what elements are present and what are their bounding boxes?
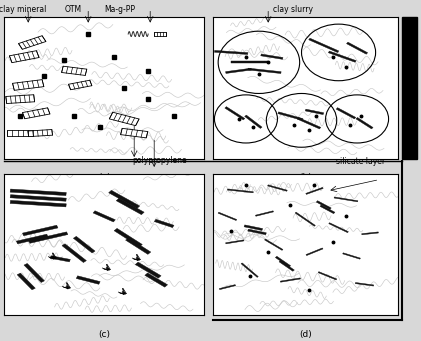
- Polygon shape: [125, 238, 151, 254]
- Polygon shape: [10, 195, 66, 201]
- Polygon shape: [355, 282, 374, 286]
- Polygon shape: [24, 264, 45, 282]
- Polygon shape: [305, 109, 324, 115]
- Polygon shape: [10, 189, 66, 196]
- Text: silicate layer: silicate layer: [336, 158, 385, 166]
- Polygon shape: [261, 54, 283, 59]
- Polygon shape: [62, 244, 86, 263]
- Polygon shape: [19, 36, 46, 49]
- Polygon shape: [278, 112, 303, 120]
- Polygon shape: [9, 51, 39, 63]
- Text: clay slurry: clay slurry: [272, 5, 313, 14]
- Polygon shape: [248, 229, 266, 235]
- Polygon shape: [93, 211, 115, 222]
- Polygon shape: [328, 51, 356, 62]
- Polygon shape: [248, 68, 281, 74]
- Text: (d): (d): [299, 329, 312, 339]
- Polygon shape: [29, 232, 68, 243]
- Polygon shape: [244, 225, 263, 231]
- Polygon shape: [6, 95, 35, 104]
- Polygon shape: [116, 198, 144, 214]
- Polygon shape: [275, 256, 290, 267]
- Text: (c): (c): [98, 329, 110, 339]
- Polygon shape: [241, 263, 258, 277]
- Polygon shape: [268, 185, 287, 191]
- Polygon shape: [320, 205, 335, 214]
- Polygon shape: [109, 190, 140, 208]
- Polygon shape: [336, 108, 356, 119]
- Polygon shape: [50, 256, 70, 262]
- Polygon shape: [280, 278, 301, 282]
- Polygon shape: [22, 108, 50, 119]
- Polygon shape: [309, 38, 339, 53]
- Polygon shape: [334, 197, 358, 202]
- Polygon shape: [13, 80, 44, 90]
- Polygon shape: [17, 273, 35, 290]
- Polygon shape: [231, 61, 268, 63]
- Polygon shape: [343, 253, 360, 259]
- Polygon shape: [28, 130, 53, 137]
- Polygon shape: [306, 248, 323, 255]
- Polygon shape: [362, 232, 378, 235]
- Text: OTM: OTM: [65, 5, 82, 14]
- Polygon shape: [256, 211, 274, 216]
- Text: (a): (a): [98, 173, 110, 182]
- Polygon shape: [279, 261, 294, 271]
- Text: (b): (b): [299, 173, 312, 182]
- Polygon shape: [69, 80, 92, 90]
- Polygon shape: [329, 223, 349, 233]
- Polygon shape: [226, 68, 251, 73]
- Text: polypropylene: polypropylene: [133, 157, 187, 165]
- Text: clay mineral: clay mineral: [0, 5, 47, 14]
- Polygon shape: [346, 42, 368, 54]
- Polygon shape: [7, 130, 33, 136]
- Polygon shape: [76, 276, 100, 284]
- Text: Ma-g-PP: Ma-g-PP: [104, 5, 136, 14]
- Polygon shape: [154, 32, 166, 36]
- Polygon shape: [226, 240, 244, 244]
- Polygon shape: [135, 262, 161, 278]
- Polygon shape: [214, 50, 248, 55]
- Polygon shape: [264, 239, 283, 250]
- Polygon shape: [114, 228, 142, 247]
- Polygon shape: [218, 212, 237, 221]
- Polygon shape: [306, 188, 323, 194]
- Polygon shape: [73, 236, 95, 253]
- Polygon shape: [16, 234, 48, 244]
- Polygon shape: [61, 66, 87, 75]
- Polygon shape: [219, 285, 236, 290]
- Polygon shape: [145, 273, 168, 287]
- Polygon shape: [295, 212, 315, 226]
- Polygon shape: [155, 219, 174, 227]
- Polygon shape: [225, 107, 245, 120]
- Polygon shape: [22, 225, 58, 236]
- Polygon shape: [316, 201, 331, 209]
- Polygon shape: [356, 118, 373, 129]
- Polygon shape: [120, 128, 148, 138]
- Polygon shape: [318, 272, 337, 280]
- Polygon shape: [297, 117, 321, 129]
- Polygon shape: [227, 189, 253, 193]
- Polygon shape: [109, 112, 139, 125]
- Polygon shape: [10, 201, 66, 207]
- Polygon shape: [245, 115, 262, 129]
